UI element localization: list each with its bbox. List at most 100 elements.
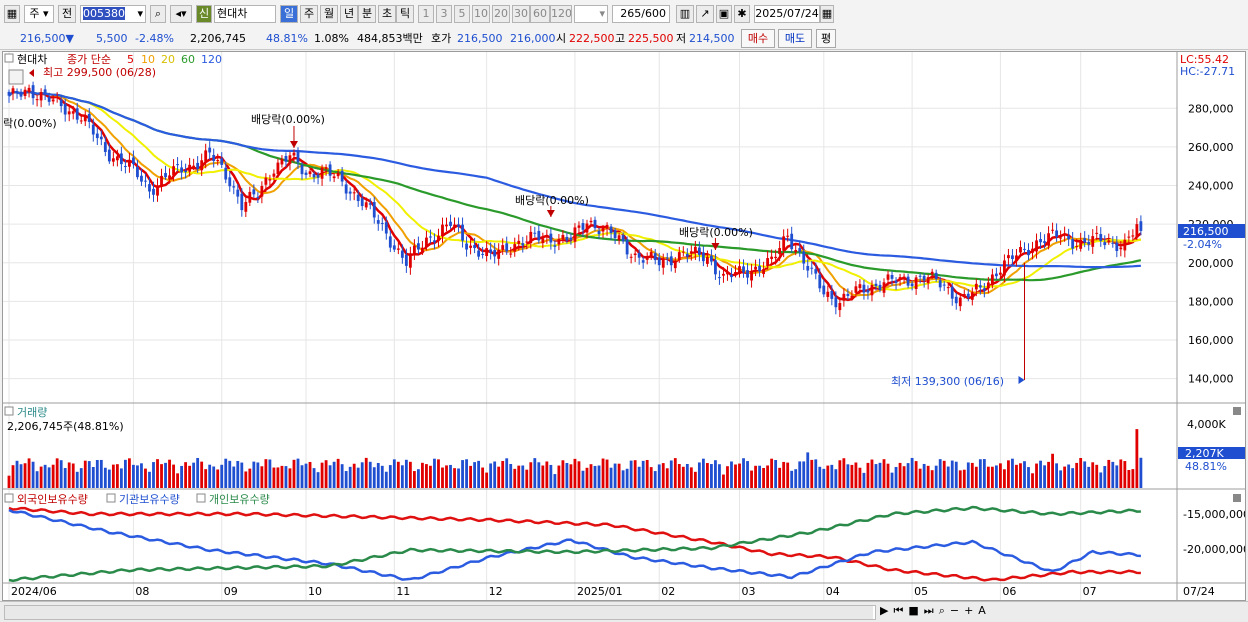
legend-toggle-icon[interactable] bbox=[4, 493, 14, 503]
interval-10[interactable]: 10 bbox=[472, 5, 490, 23]
date-input[interactable]: 2025/07/24 bbox=[754, 5, 820, 23]
candle-body bbox=[818, 274, 822, 289]
panel-close-icon[interactable] bbox=[1233, 494, 1241, 502]
count-input[interactable]: 265/600 bbox=[612, 5, 670, 23]
interval-1[interactable]: 1 bbox=[418, 5, 434, 23]
interval-3[interactable]: 3 bbox=[436, 5, 452, 23]
candle-body bbox=[260, 186, 264, 197]
ma60-legend[interactable]: 60 bbox=[181, 53, 195, 66]
plus-icon[interactable]: + bbox=[964, 604, 979, 617]
speaker-icon[interactable]: ◂▾ bbox=[170, 5, 192, 23]
chart-area[interactable]: 280,000260,000240,000220,000200,000180,0… bbox=[2, 51, 1246, 601]
candle-body bbox=[601, 227, 605, 232]
candle-body bbox=[637, 252, 641, 258]
candle-body bbox=[710, 255, 713, 262]
prev-button[interactable]: 전 bbox=[58, 5, 76, 23]
legend-toggle-icon[interactable] bbox=[4, 406, 14, 416]
interval-120[interactable]: 120 bbox=[550, 5, 572, 23]
panel-close-icon[interactable] bbox=[1233, 407, 1241, 415]
candle-body bbox=[629, 256, 633, 258]
ma120-legend[interactable]: 120 bbox=[201, 53, 222, 66]
calendar-icon[interactable]: ▦ bbox=[820, 5, 834, 23]
candle-body bbox=[103, 142, 107, 152]
chart-scrollbar[interactable]: ▶⏮■⏭⌕−+A bbox=[0, 601, 1248, 622]
volume-bar bbox=[738, 463, 741, 488]
candle-body bbox=[850, 295, 854, 299]
legend-toggle-icon[interactable] bbox=[4, 53, 14, 63]
sell-button[interactable]: 매도 bbox=[778, 29, 812, 48]
eval-button[interactable]: 평 bbox=[816, 29, 836, 48]
first-icon[interactable]: ⏮ bbox=[893, 604, 909, 617]
tab-period-year[interactable]: 년 bbox=[340, 5, 358, 23]
individual-legend[interactable]: 개인보유수량 bbox=[209, 493, 270, 506]
stop-icon[interactable]: ■ bbox=[908, 604, 924, 617]
font-size-icon[interactable]: A bbox=[978, 604, 991, 617]
candle-body bbox=[746, 270, 749, 278]
legend-toggle-icon[interactable] bbox=[196, 493, 206, 503]
candle-body bbox=[396, 248, 400, 250]
volume-bar bbox=[882, 459, 886, 488]
scroll-track[interactable] bbox=[4, 605, 876, 620]
candle-body bbox=[1071, 239, 1075, 249]
search-icon[interactable]: ⌕ bbox=[150, 5, 166, 23]
candle-body bbox=[328, 164, 332, 176]
period-select[interactable]: 주 ▾ bbox=[24, 5, 54, 23]
legend-toggle-icon[interactable] bbox=[106, 493, 116, 503]
dividend-annotation: 락(0.00%) bbox=[3, 117, 57, 130]
volume-bar bbox=[300, 465, 304, 488]
candle-body bbox=[537, 230, 541, 241]
interval-custom-input[interactable]: ▾ bbox=[574, 5, 608, 23]
volume-bar bbox=[914, 461, 918, 488]
save-icon[interactable]: ▣ bbox=[716, 5, 732, 23]
stock-code-input[interactable]: 005380 ▾ bbox=[80, 5, 146, 23]
candle-body bbox=[822, 285, 826, 295]
interval-20[interactable]: 20 bbox=[492, 5, 510, 23]
time-tick-label: 11 bbox=[396, 585, 410, 598]
candle-body bbox=[521, 243, 525, 246]
gear-icon[interactable]: ✱ bbox=[734, 5, 750, 23]
foreign-legend[interactable]: 외국인보유수량 bbox=[17, 493, 88, 506]
zoom-in-icon[interactable]: ⌕ bbox=[938, 604, 950, 617]
volume-bar bbox=[1119, 459, 1123, 488]
layout-icon[interactable]: ▦ bbox=[4, 5, 20, 23]
buy-button[interactable]: 매수 bbox=[741, 29, 775, 48]
calculator-icon[interactable] bbox=[8, 69, 24, 85]
draw-tools-icon[interactable]: ↗ bbox=[696, 5, 714, 23]
candle-body bbox=[232, 186, 236, 188]
volume-bar bbox=[477, 460, 481, 488]
institution-legend[interactable]: 기관보유수량 bbox=[119, 493, 180, 506]
ma10-legend[interactable]: 10 bbox=[141, 53, 155, 66]
tab-period-month[interactable]: 월 bbox=[320, 5, 338, 23]
volume-bar bbox=[220, 464, 224, 488]
candle-body bbox=[950, 286, 954, 299]
candle-body bbox=[75, 108, 79, 120]
candle-body bbox=[653, 253, 657, 261]
nav-controls[interactable]: ▶⏮■⏭⌕−+A bbox=[880, 604, 991, 618]
volume-bar bbox=[404, 459, 408, 488]
play-icon[interactable]: ▶ bbox=[880, 604, 894, 617]
volume-bar bbox=[144, 468, 147, 488]
chart-svg[interactable]: 280,000260,000240,000220,000200,000180,0… bbox=[3, 52, 1245, 600]
minus-icon[interactable]: − bbox=[949, 604, 965, 617]
candle-body bbox=[31, 85, 35, 99]
last-icon[interactable]: ⏭ bbox=[923, 604, 939, 617]
tab-period-minute[interactable]: 분 bbox=[358, 5, 376, 23]
scroll-thumb[interactable] bbox=[5, 606, 873, 619]
candle-body bbox=[541, 238, 545, 244]
volume-bar bbox=[236, 460, 240, 488]
stock-name[interactable]: 현대차 bbox=[214, 5, 276, 23]
interval-60[interactable]: 60 bbox=[530, 5, 550, 23]
volume-bar bbox=[280, 465, 284, 488]
volume-bar bbox=[352, 463, 356, 488]
tab-period-day[interactable]: 일 bbox=[280, 5, 298, 23]
interval-5[interactable]: 5 bbox=[454, 5, 470, 23]
candle-body bbox=[308, 171, 312, 175]
interval-30[interactable]: 30 bbox=[512, 5, 530, 23]
tab-period-tick[interactable]: 틱 bbox=[396, 5, 414, 23]
ma20-legend[interactable]: 20 bbox=[161, 53, 175, 66]
tab-period-week[interactable]: 주 bbox=[300, 5, 318, 23]
ma5-legend[interactable]: 5 bbox=[127, 53, 134, 66]
volume-bar bbox=[252, 461, 256, 488]
indicator-icon[interactable]: ▥ bbox=[676, 5, 694, 23]
tab-period-second[interactable]: 초 bbox=[378, 5, 396, 23]
